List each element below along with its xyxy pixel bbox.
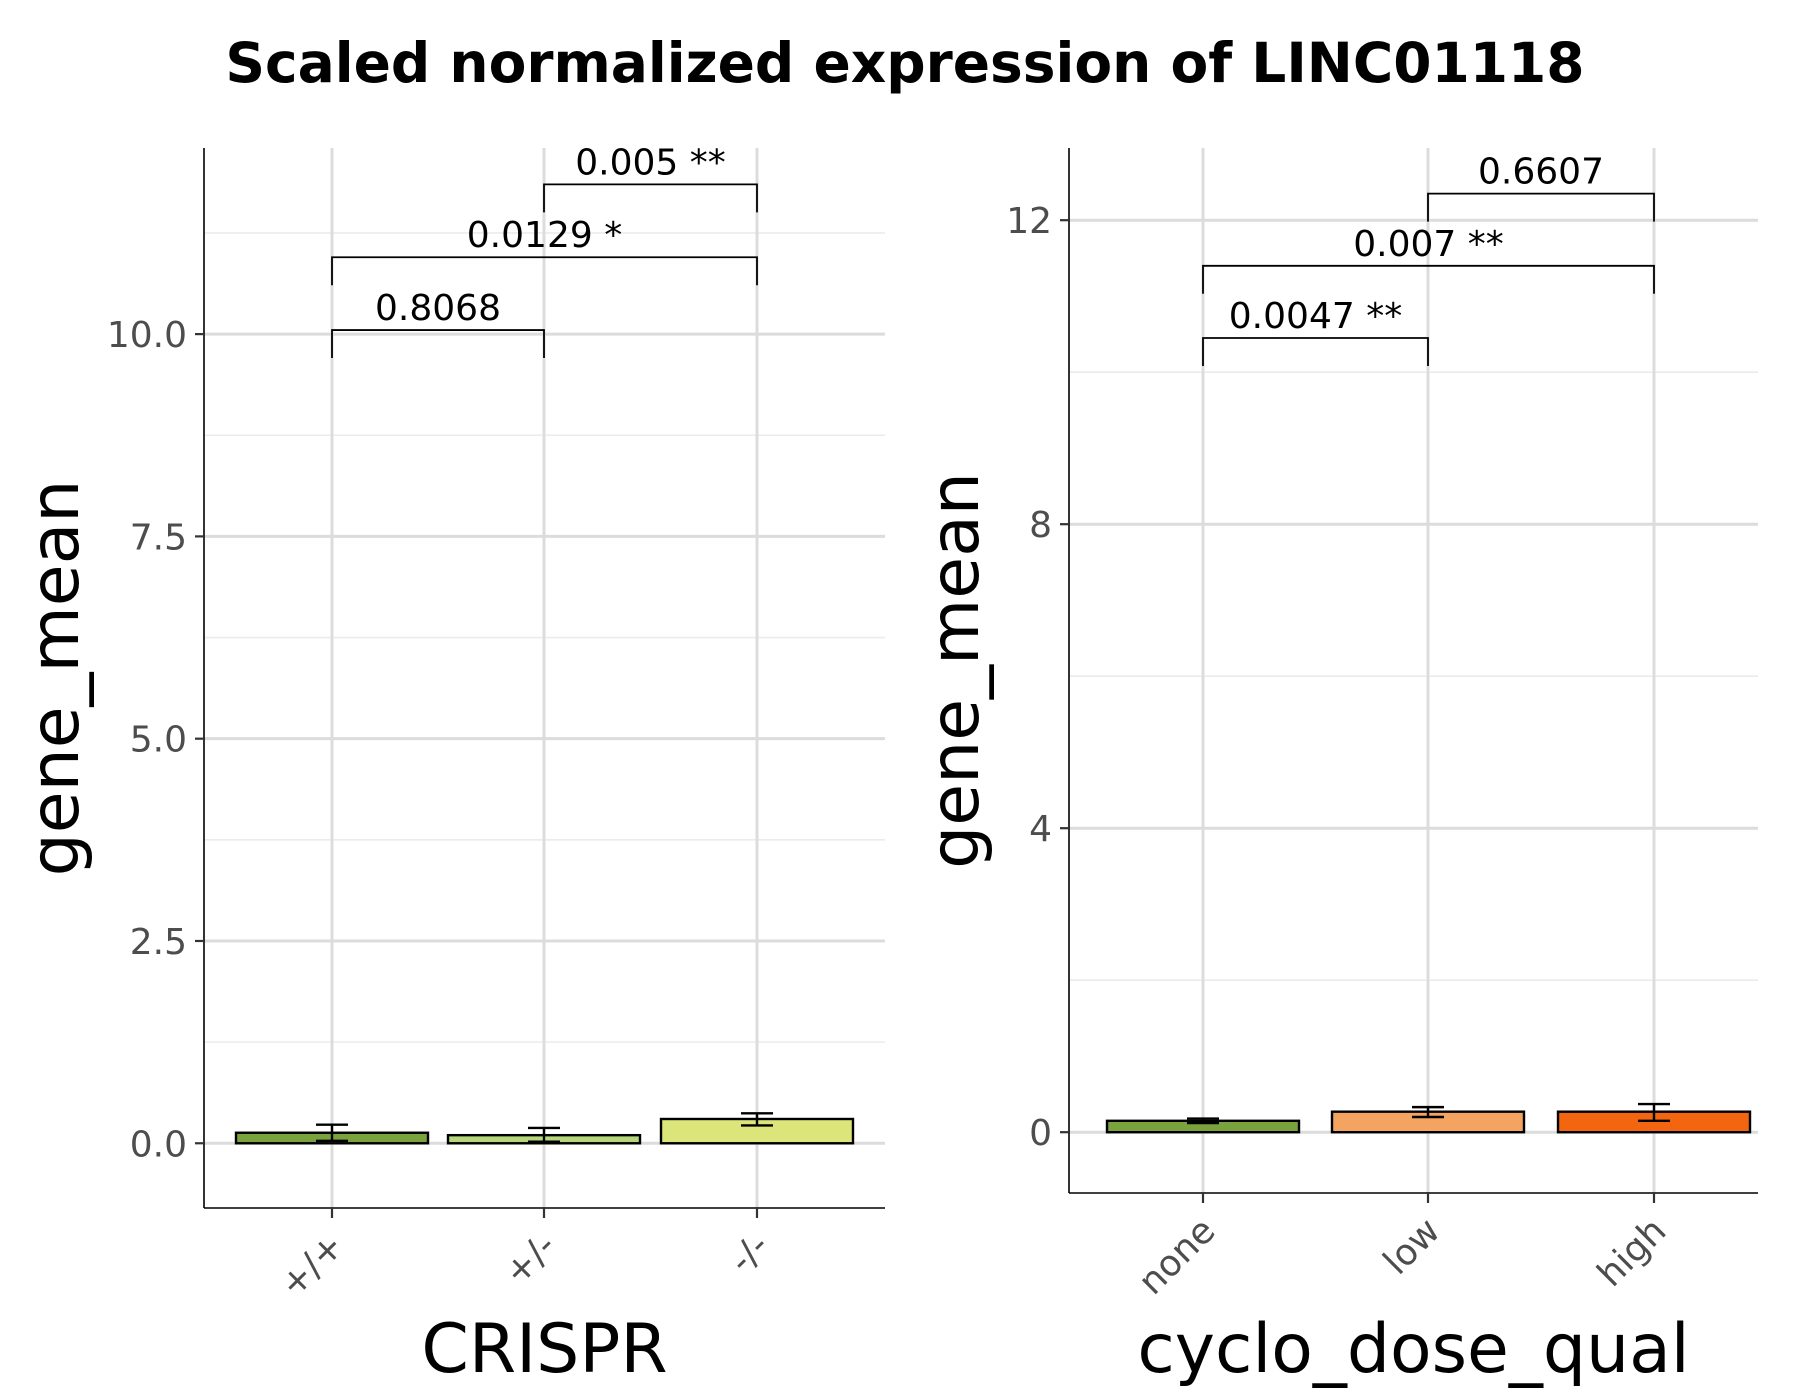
error-bar--/- (741, 1112, 773, 1127)
significance-label: 0.005 ** (575, 142, 726, 183)
significance-label: 0.007 ** (1353, 224, 1504, 265)
y-axis-title: gene_mean (16, 480, 95, 877)
significance-label: 0.8068 (375, 288, 501, 329)
x-tick-label: none (1131, 1210, 1223, 1302)
panel-cyclo-dose: 0.0047 ** 0.007 ** 0.6607 0 4 8 12 none low high c… (916, 148, 1758, 1389)
error-bar-+/+ (316, 1123, 348, 1143)
y-tick-label: 10.0 (107, 315, 187, 356)
x-tick-label: high (1590, 1210, 1674, 1294)
x-tick-label: low (1376, 1210, 1448, 1282)
y-tick-label: 12 (1006, 201, 1052, 242)
y-tick-label: 2.5 (130, 922, 187, 963)
error-bar-high (1638, 1102, 1670, 1122)
significance-bracket (1202, 264, 1655, 294)
y-axis-title: gene_mean (916, 472, 995, 869)
error-bar-none (1187, 1117, 1219, 1125)
x-tick-label: +/+ (272, 1225, 352, 1305)
significance-bracket (331, 256, 758, 286)
y-tick-label: 5.0 (130, 720, 187, 761)
significance-bracket (1202, 337, 1429, 366)
y-tick-label: 0 (1029, 1113, 1052, 1154)
significance-label: 0.0129 * (467, 215, 622, 256)
x-axis-title: CRISPR (421, 1310, 667, 1389)
significance-label: 0.0047 ** (1229, 296, 1402, 337)
significance-label: 0.6607 (1478, 152, 1604, 193)
y-tick-label: 7.5 (130, 517, 187, 558)
significance-bracket (331, 329, 545, 359)
panel-crispr: 0.8068 0.0129 * 0.005 ** 0.0 2.5 5.0 7.5 10.0 +/… (16, 142, 885, 1389)
significance-bracket (1427, 192, 1655, 222)
y-tick-label: 4 (1029, 809, 1052, 850)
error-bar-low (1412, 1105, 1444, 1119)
y-tick-label: 0.0 (130, 1124, 187, 1165)
error-bar-+/- (528, 1126, 560, 1143)
x-tick-label: -/- (721, 1225, 777, 1281)
significance-bracket (543, 183, 758, 213)
x-tick-label: +/- (496, 1225, 564, 1293)
x-axis-title: cyclo_dose_qual (1137, 1310, 1689, 1389)
y-tick-label: 8 (1029, 505, 1052, 546)
figure-title: Scaled normalized expression of LINC0111… (225, 31, 1584, 95)
